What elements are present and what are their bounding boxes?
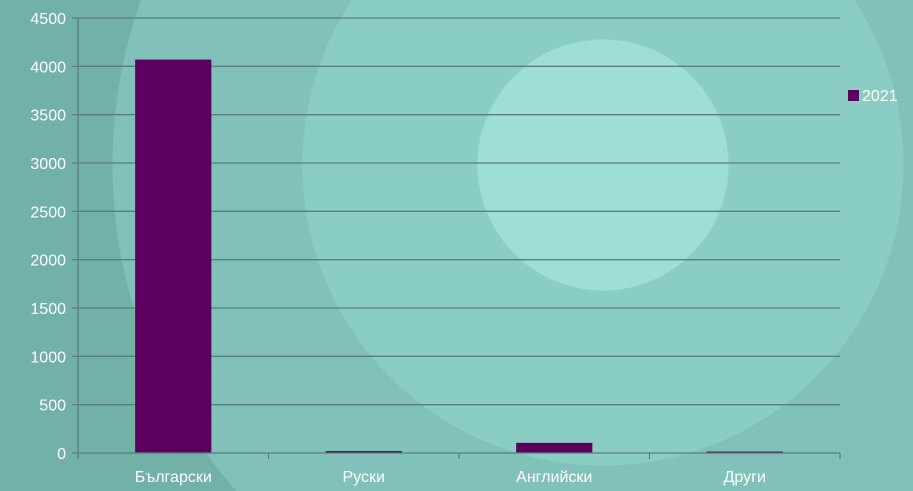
bars — [135, 59, 783, 454]
axes: 0 500 1000 1500 2000 2500 3000 3500 4000 4500 Бълг… — [30, 11, 841, 486]
x-tick-label: Английски — [516, 469, 592, 486]
y-tick-label: 4000 — [30, 59, 66, 76]
legend-swatch — [848, 90, 859, 101]
y-tick-label: 0 — [57, 446, 66, 463]
y-tick-label: 4500 — [30, 11, 66, 28]
bar — [135, 59, 212, 454]
bar — [325, 451, 402, 453]
y-tick-label: 500 — [39, 398, 66, 415]
x-tick-label: Български — [135, 469, 212, 486]
y-tick-label: 3500 — [30, 108, 66, 125]
bar — [516, 442, 593, 453]
y-tick-label: 2000 — [30, 253, 66, 270]
legend: 2021 — [848, 88, 898, 105]
x-tick-label: Други — [724, 469, 766, 486]
y-tick-label: 2500 — [30, 204, 66, 221]
y-tick-label: 1500 — [30, 301, 66, 318]
x-tick-label: Руски — [343, 469, 385, 486]
bar — [706, 451, 783, 453]
legend-label: 2021 — [862, 88, 898, 105]
y-tick-label: 1000 — [30, 349, 66, 366]
y-tick-label: 3000 — [30, 156, 66, 173]
